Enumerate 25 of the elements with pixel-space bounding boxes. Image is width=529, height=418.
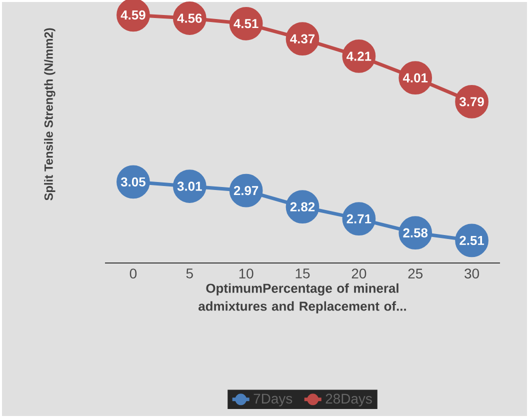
data-label: 4.01 (402, 73, 428, 82)
data-label: 2.51 (460, 236, 484, 246)
x-tick-label: 0 (130, 268, 137, 279)
data-label: 4.59 (120, 10, 146, 20)
data-label: 3.01 (177, 182, 202, 191)
data-label: 3.05 (120, 177, 146, 187)
x-tick-label: 25 (408, 268, 423, 279)
data-label: 2.58 (403, 228, 428, 238)
x-tick-label: 20 (352, 268, 366, 279)
data-label: 4.51 (234, 19, 258, 28)
legend-label: 7Days (254, 394, 292, 406)
data-label: 2.82 (290, 202, 315, 212)
x-tick-label: 30 (464, 268, 479, 279)
x-tick-label: 5 (186, 268, 193, 278)
data-label: 4.56 (177, 14, 202, 23)
data-label: 4.21 (346, 52, 372, 61)
y-axis-title: Split Tensile Strength (N/mm2) (44, 28, 56, 200)
data-label: 3.79 (459, 97, 484, 106)
x-axis-title: OptimumPercentage of mineral admixtures and Replacement of... (198, 283, 406, 314)
data-label: 2.71 (346, 214, 372, 224)
data-label: 4.37 (290, 34, 315, 44)
x-tick-label: 10 (239, 268, 254, 279)
legend-label: 28Days (326, 394, 372, 406)
x-tick-label: 15 (296, 268, 310, 278)
data-label: 2.97 (234, 186, 258, 196)
